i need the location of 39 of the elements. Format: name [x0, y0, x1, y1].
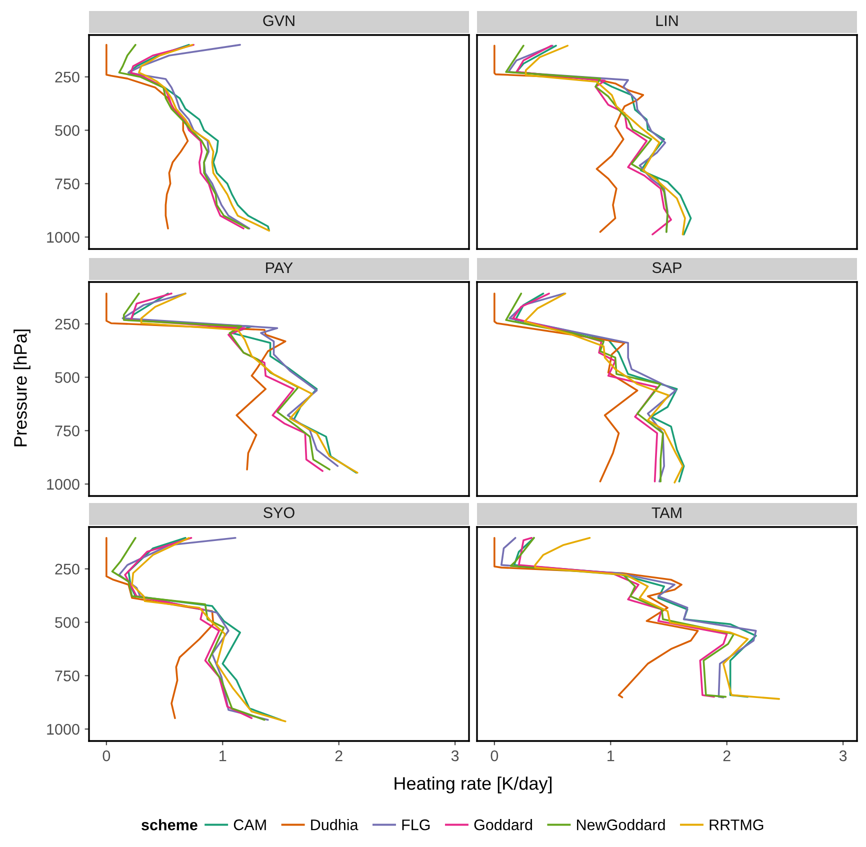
y-tick-label: 750	[55, 178, 80, 190]
x-tick-label: 3	[451, 750, 459, 762]
line-series	[124, 536, 253, 720]
y-tick-label: 1000	[47, 478, 80, 490]
x-tick-label: 2	[335, 750, 342, 762]
line-series	[106, 536, 214, 720]
legend-label: NewGoddard	[577, 819, 665, 830]
y-tick-label: 250	[55, 318, 80, 330]
chart-title: TAM	[652, 507, 682, 518]
chart-title: LIN	[656, 15, 678, 26]
legend-label: FLG	[402, 819, 430, 830]
chart-title: SYO	[264, 507, 294, 518]
y-tick-label: 500	[55, 372, 80, 383]
line-series	[106, 44, 189, 230]
y-axis-title: Pressure [hPa]	[14, 330, 30, 446]
chart-title: GVN	[263, 15, 294, 26]
x-tick-label: 2	[723, 750, 730, 762]
x-tick-label: 0	[102, 750, 110, 762]
x-tick-label: 3	[839, 750, 847, 762]
legend-label: Goddard	[474, 819, 532, 830]
legend-label: CAM	[234, 819, 266, 830]
y-tick-label: 1000	[47, 724, 80, 735]
y-tick-label: 500	[55, 617, 80, 628]
y-tick-label: 1000	[47, 232, 80, 243]
y-tick-label: 500	[55, 125, 80, 136]
x-tick-label: 1	[608, 750, 614, 762]
legend-label: Dudhia	[311, 819, 358, 830]
y-tick-label: 250	[55, 72, 80, 83]
y-tick-label: 750	[55, 670, 80, 682]
line-series	[106, 292, 286, 470]
chart-title: SAP	[652, 262, 682, 274]
x-axis-title: Heating rate [K/day]	[394, 776, 552, 794]
legend-label: RRTMG	[710, 819, 764, 830]
y-tick-label: 250	[55, 564, 80, 575]
x-tick-label: 0	[490, 750, 498, 762]
y-tick-label: 750	[55, 426, 80, 436]
chart-title: PAY	[266, 262, 293, 273]
x-tick-label: 1	[220, 750, 226, 762]
legend-title: scheme	[142, 819, 198, 830]
